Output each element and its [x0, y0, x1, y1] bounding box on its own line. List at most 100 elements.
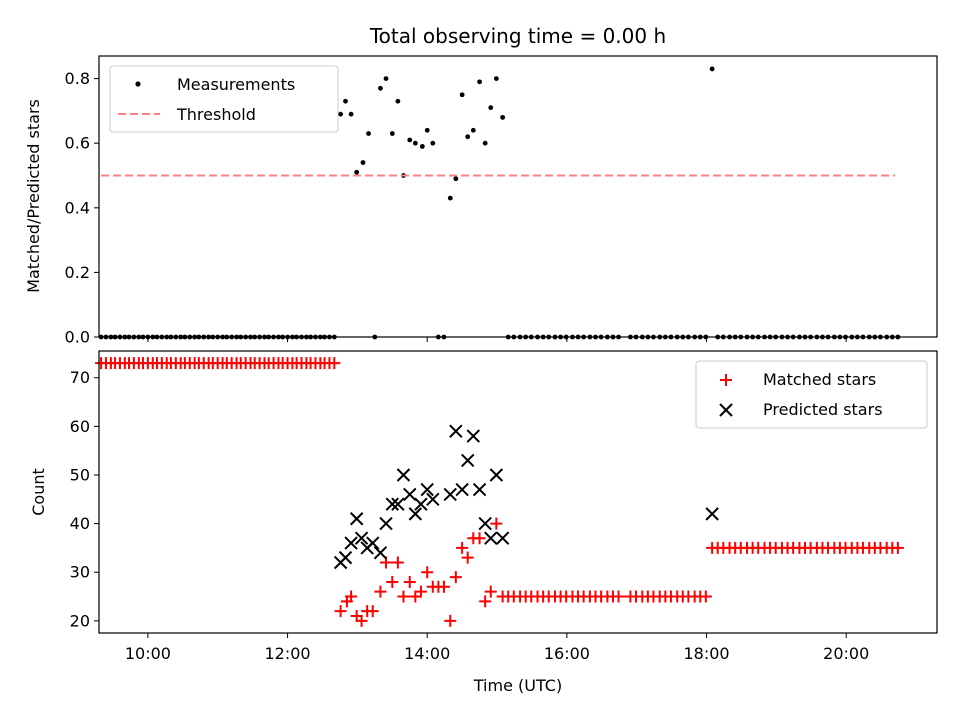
predicted-star-point — [484, 531, 498, 545]
matched-star-point — [473, 532, 486, 545]
predicted-star-point — [426, 492, 440, 507]
predicted-star-point — [354, 531, 369, 545]
top-legend: Measurements Threshold — [109, 65, 339, 133]
bottom-legend-box — [695, 360, 928, 429]
matched-star-point — [386, 575, 399, 588]
legend-threshold-label: Threshold — [176, 105, 256, 124]
measurement-point — [366, 131, 371, 136]
bottom-y-tick-label: 70 — [70, 368, 90, 387]
measurement-point — [459, 92, 465, 98]
measurement-point — [378, 85, 383, 91]
predicted-star-point — [344, 536, 358, 550]
predicted-star-point — [379, 516, 393, 531]
predicted-star-point — [489, 468, 504, 482]
predicted-star-point — [461, 453, 475, 468]
legend-measurements-marker — [135, 81, 141, 87]
bottom-axes-frame — [98, 350, 938, 634]
bottom-x-tick-label: 20:00 — [823, 644, 869, 663]
matched-star-point — [449, 571, 462, 584]
legend-predicted-label: Predicted stars — [763, 400, 883, 419]
top-legend-box — [109, 65, 339, 133]
matched-star-point — [456, 541, 469, 554]
top-y-tick-label: 0.8 — [65, 69, 90, 88]
matched-star-point — [328, 357, 341, 370]
predicted-star-point — [449, 424, 463, 438]
bottom-y-tick-label: 50 — [70, 465, 90, 484]
predicted-star-point — [495, 531, 510, 545]
measurement-point — [500, 114, 506, 120]
measurement-point — [453, 176, 459, 182]
predicted-star-point — [472, 482, 487, 497]
matched-star-point — [421, 566, 434, 579]
matched-star-point — [484, 585, 497, 598]
matched-star-point — [891, 541, 904, 554]
legend-predicted-marker — [719, 403, 733, 417]
measurement-point — [354, 169, 360, 175]
bottom-x-tick-label: 10:00 — [125, 644, 171, 663]
matched-star-point — [345, 590, 358, 603]
top-y-tick-label: 0.2 — [65, 263, 90, 282]
bottom-x-tick-label: 12:00 — [264, 644, 310, 663]
measurement-point — [412, 140, 418, 146]
bottom-y-axis-label: Count — [29, 468, 48, 516]
predicted-star-point — [443, 487, 457, 502]
predicted-star-point — [391, 497, 405, 511]
bottom-y-tick-label: 60 — [70, 417, 90, 436]
bottom-plot-area: 20 30 40 50 60 70 10:00 12:00 14:00 16:00 18:00 20:… — [70, 350, 938, 663]
predicted-star-point — [396, 468, 411, 482]
matched-star-point — [699, 590, 712, 603]
predicted-star-point — [403, 487, 417, 502]
top-axes-frame — [98, 55, 938, 338]
legend-matched-label: Matched stars — [763, 370, 876, 389]
predicted-star-point — [705, 507, 719, 521]
bottom-legend: Matched stars Predicted stars — [695, 360, 928, 429]
predicted-star-point — [366, 536, 380, 550]
bottom-panel: 20 30 40 50 60 70 10:00 12:00 14:00 16:00 18:00 20:… — [29, 350, 938, 695]
matched-star-point — [403, 575, 416, 588]
bottom-x-tick-label: 16:00 — [544, 644, 590, 663]
chart-title: Total observing time = 0.00 h — [369, 24, 666, 48]
matched-star-point — [391, 556, 404, 569]
measurement-point — [470, 127, 476, 133]
measurement-point — [383, 76, 389, 82]
predicted-star-point — [478, 516, 492, 531]
measurement-point — [709, 66, 715, 72]
matched-star-point — [334, 605, 347, 618]
bottom-y-tick-label: 20 — [70, 611, 90, 630]
top-y-axis-label: Matched/Predicted stars — [24, 99, 43, 293]
bottom-x-tick-label: 18:00 — [683, 644, 729, 663]
matched-star-point — [437, 580, 450, 593]
predicted-star-point — [414, 497, 428, 511]
bottom-y-tick-label: 30 — [70, 563, 90, 582]
predicted-star-point — [466, 429, 481, 443]
bottom-x-tick-label: 14:00 — [404, 644, 450, 663]
measurement-point — [338, 111, 344, 117]
bottom-y-tick-label: 40 — [70, 514, 90, 533]
matched-star-point — [490, 517, 503, 530]
measurement-point — [348, 111, 354, 117]
measurement-point — [389, 131, 395, 136]
measurement-point — [407, 137, 413, 143]
measurement-point — [419, 144, 425, 149]
measurement-point — [493, 76, 499, 82]
measurement-point — [424, 127, 430, 133]
measurement-point — [447, 195, 453, 201]
legend-measurements-label: Measurements — [177, 75, 295, 94]
measurement-point — [465, 134, 471, 140]
matched-star-point — [444, 614, 457, 627]
top-y-tick-label: 0.6 — [65, 134, 90, 153]
predicted-star-point — [420, 482, 434, 497]
predicted-star-point — [385, 497, 400, 511]
measurement-point — [360, 160, 366, 165]
top-y-tick-label: 0.0 — [65, 328, 90, 347]
measurement-point — [477, 79, 482, 85]
predicted-star-point — [455, 482, 469, 497]
measurement-point — [343, 98, 348, 104]
legend-matched-marker — [720, 374, 732, 386]
measurement-point — [430, 140, 436, 146]
matched-star-point — [612, 590, 625, 603]
predicted-star-point — [373, 546, 388, 560]
matched-star-point — [397, 590, 410, 603]
matched-star-point — [479, 595, 492, 608]
